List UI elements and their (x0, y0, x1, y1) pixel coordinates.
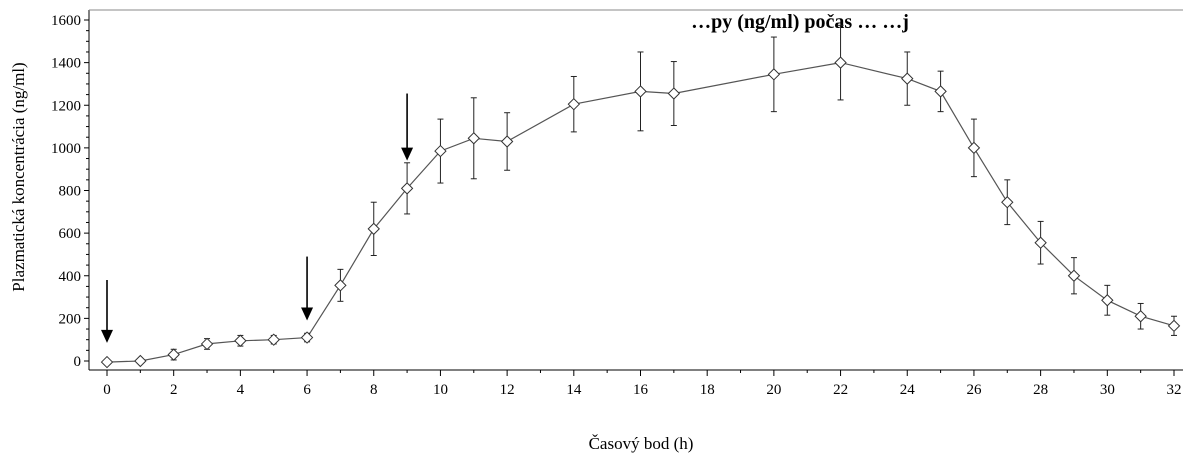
x-tick-label: 30 (1100, 382, 1115, 398)
data-point-marker (334, 279, 347, 292)
data-point-marker (1067, 269, 1081, 282)
data-point-marker (1167, 319, 1181, 333)
data-point-marker (1001, 196, 1014, 209)
x-tick-label: 24 (900, 382, 916, 398)
data-point-marker (200, 337, 214, 351)
data-point-marker (134, 354, 147, 368)
x-tick-label: 32 (1167, 382, 1182, 398)
y-tick-label: 1000 (51, 141, 81, 157)
x-tick-label: 16 (633, 382, 649, 398)
y-tick-label: 1600 (51, 13, 81, 29)
y-tick-label: 1200 (51, 98, 81, 114)
data-point-marker (234, 334, 247, 347)
y-tick-label: 600 (59, 226, 82, 242)
data-point-marker (567, 97, 581, 111)
data-point-marker (834, 56, 847, 69)
x-tick-label: 26 (966, 382, 982, 398)
x-tick-label: 20 (766, 382, 781, 398)
data-point-marker (167, 348, 180, 361)
data-point-marker (300, 331, 314, 344)
data-point-marker (267, 333, 280, 346)
y-axis-title: Plazmatická koncentrácia (ng/ml) (9, 62, 28, 291)
data-point-marker (367, 222, 380, 236)
data-point-marker (100, 355, 114, 369)
y-tick-label: 200 (59, 311, 82, 327)
data-point-marker (967, 141, 981, 155)
data-point-marker (1134, 310, 1147, 323)
annotation-arrow-head (301, 307, 314, 321)
x-tick-label: 14 (566, 382, 582, 398)
y-tick-label: 800 (59, 184, 82, 200)
x-tick-label: 8 (370, 382, 378, 398)
data-point-marker (634, 85, 647, 98)
annotation-arrow-head (101, 329, 113, 343)
data-point-marker (434, 144, 447, 158)
y-tick-label: 1400 (51, 56, 81, 72)
x-tick-label: 12 (500, 382, 515, 398)
x-tick-label: 6 (303, 382, 311, 398)
chart-title: …py (ng/ml) počas … …j (691, 11, 909, 33)
x-tick-label: 22 (833, 382, 848, 398)
annotation-arrow-head (401, 147, 414, 161)
y-tick-label: 400 (59, 269, 82, 285)
x-tick-label: 4 (237, 382, 245, 398)
data-point-marker (1101, 294, 1114, 307)
data-point-marker (901, 72, 914, 85)
x-axis-title: Časový bod (h) (589, 434, 694, 453)
x-tick-label: 18 (700, 382, 715, 398)
x-tick-label: 2 (170, 382, 178, 398)
data-point-marker (667, 87, 681, 100)
data-point-marker (500, 135, 514, 148)
data-point-marker (934, 85, 947, 98)
data-point-marker (400, 182, 414, 195)
x-tick-label: 10 (433, 382, 448, 398)
x-tick-label: 0 (103, 382, 111, 398)
x-tick-label: 28 (1033, 382, 1048, 398)
y-tick-label: 0 (74, 354, 82, 370)
data-point-marker (1034, 236, 1047, 249)
data-point-marker (467, 132, 480, 145)
data-point-marker (767, 68, 781, 81)
